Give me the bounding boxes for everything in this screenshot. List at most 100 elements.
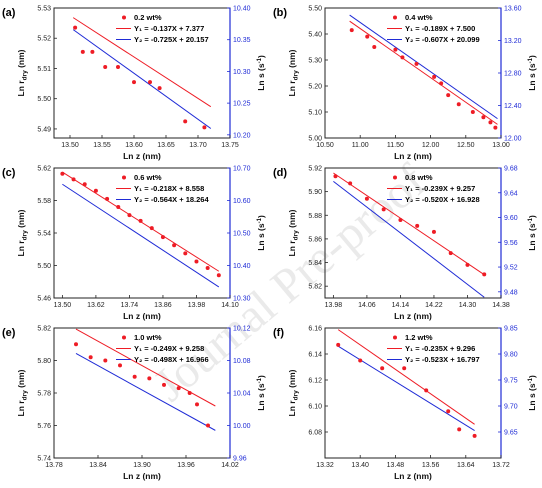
y-right-tick-label: 9.68 xyxy=(504,166,518,173)
legend-fit1-label: Y₁ = -0.239X + 9.257 xyxy=(405,184,475,193)
data-point xyxy=(80,49,85,54)
y-left-tick-label: 6.14 xyxy=(308,352,322,359)
legend: 1.0 wt% Y₁ = -0.249X + 9.258 Y₂ = -0.498X … xyxy=(116,333,209,364)
legend-fit2-label: Y₂ = -0.725X + 20.157 xyxy=(134,35,209,44)
x-axis-title: Ln z (nm) xyxy=(394,471,432,481)
data-point xyxy=(160,235,165,240)
y-left-axis-title: Ln rdry (nm) xyxy=(16,209,29,256)
chart-panel-d: 13.98 14.06 14.14 14.22 14.30 14.38 5.82 5.84 5.… xyxy=(273,166,537,322)
x-tick-label: 13.75 xyxy=(221,142,239,149)
x-tick-label: 11.50 xyxy=(387,142,404,149)
panels-group: 13.50 13.55 13.60 13.65 13.70 13.75 5.49 5.50 5.… xyxy=(2,6,537,482)
data-point xyxy=(336,342,341,347)
legend-marker xyxy=(122,15,126,20)
legend-fit1-label: Y₁ = -0.249X + 9.258 xyxy=(134,344,204,353)
data-point xyxy=(456,102,461,107)
y-left-tick-label: 5.49 xyxy=(37,126,51,133)
x-tick-label: 13.98 xyxy=(188,302,206,309)
data-point xyxy=(74,342,78,347)
x-tick-label: 13.98 xyxy=(325,302,343,309)
data-point xyxy=(103,64,108,69)
legend: 0.2 wt% Y₁ = -0.137X + 7.377 Y₂ = -0.725X … xyxy=(116,13,209,44)
data-point xyxy=(105,196,110,201)
data-point xyxy=(365,34,370,39)
y-right-tick-label: 10.20 xyxy=(233,132,251,139)
y-left-tick-label: 5.82 xyxy=(37,326,51,333)
x-tick-label: 14.30 xyxy=(459,302,477,309)
fit-line-y2 xyxy=(72,29,212,129)
data-point xyxy=(206,423,210,428)
x-tick-label: 13.90 xyxy=(133,462,151,469)
panel-label: (d) xyxy=(273,167,287,179)
fit-line-y1 xyxy=(72,17,212,108)
data-point xyxy=(148,80,152,85)
data-point xyxy=(398,218,403,222)
y-left-tick-label: 5.51 xyxy=(37,66,51,73)
y-left-axis-title: Ln rdry (nm) xyxy=(16,49,29,96)
data-point xyxy=(187,391,192,395)
legend-fit2-label: Y₂ = -0.523X + 16.797 xyxy=(405,355,480,364)
x-tick-label: 14.02 xyxy=(221,462,239,469)
data-point xyxy=(205,265,210,270)
data-point xyxy=(82,182,87,187)
data-point xyxy=(132,80,136,85)
data-point xyxy=(349,28,354,33)
data-point xyxy=(183,251,188,256)
chart-panel-b: 10.50 11.00 11.50 12.00 12.50 13.00 5.00 5.10 5.… xyxy=(273,6,537,162)
y-left-tick-label: 5.62 xyxy=(37,166,51,173)
data-point xyxy=(393,47,398,52)
x-tick-label: 14.14 xyxy=(392,302,410,309)
x-tick-label: 13.78 xyxy=(45,462,63,469)
fit-line-y2 xyxy=(75,353,216,431)
x-tick-label: 13.64 xyxy=(457,462,475,469)
y-left-tick-label: 5.53 xyxy=(37,6,51,13)
y-left-axis-title: Ln rdry (nm) xyxy=(287,49,300,96)
data-point xyxy=(446,93,451,98)
data-point xyxy=(60,171,65,176)
y-right-tick-label: 10.25 xyxy=(233,101,251,108)
panel-label: (a) xyxy=(2,7,16,19)
legend-fit1-label: Y₁ = -0.137X + 7.377 xyxy=(134,24,204,33)
y-left-tick-label: 6.10 xyxy=(308,404,322,411)
x-tick-label: 13.84 xyxy=(89,462,107,469)
y-left-tick-label: 5.92 xyxy=(308,166,322,173)
y-right-tick-label: 12.00 xyxy=(504,136,522,143)
legend-series-label: 1.2 wt% xyxy=(405,333,433,342)
x-tick-label: 13.96 xyxy=(177,462,195,469)
data-point xyxy=(372,45,377,49)
data-point xyxy=(381,207,386,212)
data-point xyxy=(446,409,451,414)
data-point xyxy=(432,74,437,79)
data-point xyxy=(194,259,199,264)
fit-line-y1 xyxy=(349,20,498,125)
legend-series-label: 0.8 wt% xyxy=(405,173,433,182)
y-left-tick-label: 5.80 xyxy=(37,358,51,365)
y-left-tick-label: 5.00 xyxy=(308,136,322,143)
x-tick-label: 13.65 xyxy=(157,142,175,149)
fit-line-y2 xyxy=(333,180,485,298)
data-point xyxy=(358,358,363,363)
chart-panel-c: 13.50 13.62 13.74 13.86 13.98 14.10 5.46 5.50 5.… xyxy=(2,166,266,322)
data-point xyxy=(414,61,419,66)
data-point xyxy=(216,273,221,278)
data-point xyxy=(470,110,475,114)
legend: 0.8 wt% Y₁ = -0.239X + 9.257 Y₂ = -0.520X … xyxy=(387,173,480,204)
data-point xyxy=(439,81,444,86)
y-right-axis-title: Ln s (s-1) xyxy=(527,55,537,91)
y-right-tick-label: 9.80 xyxy=(504,352,518,359)
y-left-tick-label: 6.12 xyxy=(308,378,322,385)
y-right-tick-label: 10.12 xyxy=(233,326,251,333)
legend-fit2-label: Y₂ = -0.498X + 16.966 xyxy=(134,355,209,364)
y-left-tick-label: 5.84 xyxy=(308,260,322,267)
x-tick-label: 13.56 xyxy=(422,462,440,469)
data-point xyxy=(116,205,121,209)
data-point xyxy=(481,115,486,120)
x-tick-label: 13.48 xyxy=(387,462,405,469)
x-tick-label: 14.38 xyxy=(492,302,510,309)
y-left-tick-label: 5.82 xyxy=(308,284,322,291)
legend-marker xyxy=(393,175,397,180)
fit-line-y2 xyxy=(349,14,498,120)
y-left-tick-label: 5.50 xyxy=(37,263,51,270)
data-point xyxy=(402,366,407,371)
y-right-tick-label: 9.85 xyxy=(504,326,518,333)
